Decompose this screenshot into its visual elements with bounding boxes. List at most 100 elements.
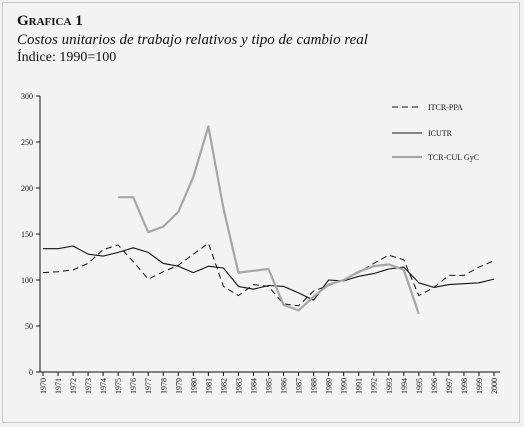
chart-legend: ITCR-PPA ICUTR TCR-CUL GyC bbox=[392, 103, 479, 162]
data-point bbox=[238, 286, 239, 287]
chart-heading: Grafica 1 Costos unitarios de trabajo re… bbox=[17, 12, 368, 66]
data-point bbox=[463, 283, 464, 284]
series-line-2 bbox=[43, 245, 495, 301]
data-point bbox=[253, 289, 254, 290]
data-point bbox=[463, 275, 464, 276]
x-tick-label: 1995 bbox=[415, 378, 424, 394]
chart-frame bbox=[2, 2, 520, 423]
data-point bbox=[403, 259, 404, 260]
data-point bbox=[493, 279, 494, 280]
data-point bbox=[403, 267, 404, 268]
data-point bbox=[343, 279, 344, 280]
data-point bbox=[178, 211, 179, 212]
data-point bbox=[163, 263, 164, 264]
x-tick-label: 1999 bbox=[475, 378, 484, 394]
data-point bbox=[253, 284, 254, 285]
data-point bbox=[88, 254, 89, 255]
data-point bbox=[133, 247, 134, 248]
x-tick-label: 1986 bbox=[280, 378, 289, 394]
data-point bbox=[313, 296, 314, 297]
data-point bbox=[328, 279, 329, 280]
data-point bbox=[448, 275, 449, 276]
data-point bbox=[163, 226, 164, 227]
data-point bbox=[133, 261, 134, 262]
data-point bbox=[57, 248, 58, 249]
data-point bbox=[313, 290, 314, 291]
data-point bbox=[118, 244, 119, 245]
data-point bbox=[358, 271, 359, 272]
data-point bbox=[42, 248, 43, 249]
data-point bbox=[298, 310, 299, 311]
chart-subtitle: Costos unitarios de trabajo relativos y … bbox=[17, 32, 368, 48]
x-tick-label: 1987 bbox=[295, 378, 304, 394]
data-point bbox=[418, 282, 419, 283]
data-point bbox=[373, 273, 374, 274]
x-tick-label: 1978 bbox=[159, 378, 168, 394]
data-point bbox=[133, 197, 134, 198]
data-point bbox=[118, 252, 119, 253]
data-point bbox=[418, 313, 419, 314]
x-tick-label: 1972 bbox=[69, 378, 78, 394]
data-point bbox=[223, 208, 224, 209]
chart-axes: 0 50 100 150 200 250 300 1970 1971 1972 1973 1974 19… bbox=[21, 92, 500, 394]
data-point bbox=[313, 300, 314, 301]
x-tick-label: 1996 bbox=[430, 378, 439, 394]
x-tick-label: 1997 bbox=[445, 378, 454, 394]
data-point bbox=[493, 260, 494, 261]
data-point bbox=[193, 176, 194, 177]
x-tick-label: 1983 bbox=[234, 378, 243, 394]
x-tick-label: 1992 bbox=[370, 378, 379, 394]
x-tick-label: 1990 bbox=[340, 378, 349, 394]
data-point bbox=[388, 255, 389, 256]
y-tick-label: 300 bbox=[21, 92, 33, 101]
x-tick-label: 1979 bbox=[174, 378, 183, 394]
legend-label: ITCR-PPA bbox=[428, 103, 463, 112]
x-tick-label: 1994 bbox=[400, 378, 409, 394]
data-point bbox=[208, 243, 209, 244]
x-tick-label: 1982 bbox=[219, 378, 228, 394]
data-point bbox=[178, 266, 179, 267]
data-point bbox=[298, 292, 299, 293]
data-point bbox=[478, 282, 479, 283]
x-tick-label: 1984 bbox=[249, 378, 258, 394]
y-tick-label: 0 bbox=[29, 368, 33, 377]
data-point bbox=[418, 295, 419, 296]
data-point bbox=[223, 267, 224, 268]
x-tick-label: 1988 bbox=[310, 378, 319, 394]
data-point bbox=[373, 263, 374, 264]
data-point bbox=[268, 268, 269, 269]
data-point bbox=[388, 268, 389, 269]
data-point bbox=[148, 279, 149, 280]
data-point bbox=[238, 295, 239, 296]
chart-title: Grafica 1 bbox=[17, 13, 83, 29]
x-tick-label: 1974 bbox=[99, 378, 108, 394]
data-point bbox=[208, 126, 209, 127]
x-tick-label: 2000 bbox=[490, 378, 499, 394]
y-tick-label: 250 bbox=[21, 138, 33, 147]
x-tick-label: 1985 bbox=[265, 378, 274, 394]
x-tick-label: 1989 bbox=[325, 378, 334, 394]
data-point bbox=[148, 232, 149, 233]
legend-label: TCR-CUL GyC bbox=[428, 153, 479, 162]
y-tick-label: 50 bbox=[25, 322, 33, 331]
chart-series bbox=[42, 125, 495, 315]
data-point bbox=[298, 305, 299, 306]
data-point bbox=[57, 271, 58, 272]
data-point bbox=[148, 252, 149, 253]
data-point bbox=[73, 269, 74, 270]
x-tick-label: 1973 bbox=[84, 378, 93, 394]
data-point bbox=[328, 284, 329, 285]
data-point bbox=[478, 267, 479, 268]
data-point bbox=[268, 285, 269, 286]
data-point bbox=[193, 254, 194, 255]
data-point bbox=[253, 270, 254, 271]
data-point bbox=[208, 266, 209, 267]
series-line-3 bbox=[118, 125, 420, 315]
data-point bbox=[448, 284, 449, 285]
x-tick-label: 1976 bbox=[129, 378, 138, 394]
series-line-1 bbox=[42, 242, 495, 307]
y-tick-label: 100 bbox=[21, 276, 33, 285]
x-tick-label: 1975 bbox=[114, 378, 123, 394]
y-tick-label: 150 bbox=[21, 230, 33, 239]
